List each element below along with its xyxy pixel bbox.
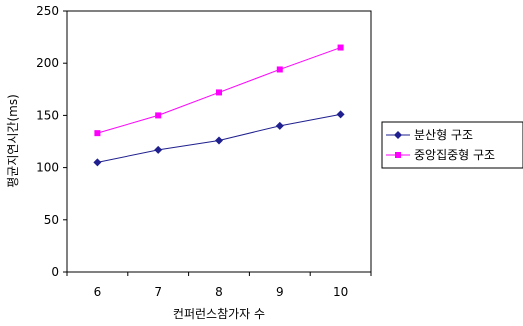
data-point-diamond [336, 110, 345, 119]
x-tick-label: 9 [276, 285, 284, 299]
data-point-diamond [215, 136, 223, 145]
data-point-square [216, 89, 222, 96]
x-tick-label: 6 [94, 285, 102, 299]
legend-box [381, 121, 523, 169]
y-tick-label: 250 [36, 4, 59, 18]
y-tick-label: 200 [36, 56, 59, 70]
series-layer [93, 44, 345, 167]
data-point-diamond [93, 158, 102, 167]
series-2 [94, 44, 344, 137]
data-point-square [395, 152, 401, 158]
y-tick-label: 0 [51, 265, 59, 279]
data-point-square [94, 130, 101, 137]
data-point-diamond [275, 121, 284, 130]
data-point-square [337, 44, 344, 51]
data-point-square [155, 112, 162, 119]
y-tick-label: 150 [36, 108, 59, 122]
data-point-diamond [154, 145, 163, 154]
x-tick-label: 8 [215, 285, 223, 299]
x-tick-label: 10 [333, 285, 348, 299]
data-point-diamond [394, 131, 402, 139]
x-axis: 6 7 8 9 10 [66, 272, 372, 299]
x-axis-title: 컨퍼런스참가자 수 [173, 307, 265, 321]
legend-label: 분산형 구조 [414, 128, 473, 142]
y-axis: 0 50 100 150 200 250 [36, 4, 67, 279]
series-1 [93, 110, 345, 167]
y-tick-label: 50 [44, 213, 59, 227]
y-axis-title: 평균지연시간(ms) [6, 94, 20, 188]
x-tick-label: 7 [154, 285, 162, 299]
legend-label: 중앙집중형 구조 [414, 148, 495, 162]
data-point-square [276, 66, 283, 73]
y-tick-label: 100 [36, 161, 59, 175]
